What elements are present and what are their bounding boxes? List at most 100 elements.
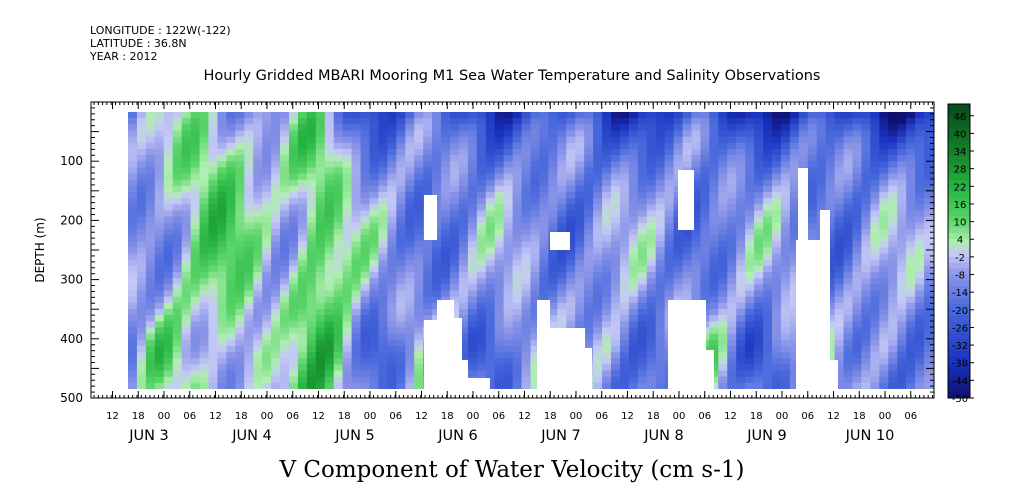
heatmap-cell — [467, 210, 478, 218]
heatmap-cell — [521, 265, 532, 273]
heatmap-cell — [664, 210, 675, 218]
heatmap-cell — [503, 284, 514, 292]
heatmap-cell — [333, 179, 344, 187]
heatmap-cell — [566, 284, 576, 292]
heatmap-cell — [351, 339, 362, 347]
heatmap-cell — [718, 253, 728, 261]
heatmap-cell — [745, 376, 755, 384]
colorbar-bin — [948, 268, 970, 276]
heatmap-cell — [879, 265, 889, 273]
heatmap-cell — [387, 216, 397, 224]
heatmap-cell — [736, 321, 746, 329]
heatmap-cell — [709, 290, 719, 298]
x-axis-label: V Component of Water Velocity (cm s-1) — [279, 457, 745, 483]
heatmap-cell — [906, 118, 916, 125]
heatmap-cell — [906, 161, 916, 168]
heatmap-cell — [235, 382, 245, 390]
heatmap-cell — [163, 364, 174, 372]
colorbar-bin — [948, 303, 970, 311]
colorbar-bin — [948, 115, 970, 123]
heatmap-cell — [441, 173, 451, 181]
heatmap-cell — [870, 278, 880, 285]
heatmap-cell — [664, 198, 675, 205]
heatmap-cell — [673, 112, 684, 119]
heatmap-cell — [154, 370, 165, 378]
heatmap-cell — [834, 118, 845, 125]
heatmap-cell — [548, 148, 558, 156]
heatmap-cell — [906, 216, 916, 224]
heatmap-cell — [798, 155, 809, 162]
heatmap-cell — [816, 124, 827, 132]
heatmap-cell — [780, 198, 791, 205]
heatmap-cell — [602, 241, 612, 249]
heatmap-cell — [754, 167, 764, 175]
heatmap-cell — [423, 278, 433, 285]
heatmap-cell — [441, 265, 451, 273]
heatmap-cell — [512, 352, 523, 359]
heatmap-cell — [441, 161, 451, 168]
heatmap-cell — [870, 302, 880, 310]
heatmap-cell — [324, 210, 335, 218]
heatmap-cell — [387, 192, 397, 199]
heatmap-cell — [405, 192, 415, 199]
heatmap-cell — [530, 210, 541, 218]
heatmap-cell — [450, 284, 460, 292]
heatmap-cell — [566, 235, 576, 242]
heatmap-cell — [128, 136, 138, 144]
heatmap-cell — [727, 198, 737, 205]
heatmap-cell — [888, 185, 898, 193]
heatmap-cell — [235, 179, 245, 187]
heatmap-cell — [441, 179, 451, 187]
hour-tick-label: 18 — [853, 411, 866, 422]
heatmap-cell — [235, 308, 245, 316]
date-label: JUN 4 — [231, 428, 272, 444]
heatmap-cell — [458, 315, 469, 322]
heatmap-cell — [861, 124, 871, 132]
heatmap-cell — [163, 358, 174, 365]
heatmap-cell — [441, 235, 451, 242]
heatmap-cell — [244, 167, 254, 175]
heatmap-cell — [262, 253, 272, 261]
hour-tick-label: 18 — [750, 411, 763, 422]
heatmap-cell — [575, 290, 585, 298]
heatmap-cell — [324, 327, 335, 335]
heatmap-cell — [906, 382, 916, 390]
heatmap-cell — [763, 155, 773, 162]
heatmap-cell — [387, 296, 397, 304]
heatmap-cell — [244, 265, 254, 273]
heatmap-cell — [646, 142, 657, 150]
heatmap-cell — [163, 315, 174, 322]
heatmap-cell — [682, 118, 693, 125]
heatmap-cell — [772, 192, 782, 199]
heatmap-cell — [602, 345, 612, 353]
heatmap-cell — [199, 167, 210, 175]
heatmap-cell — [888, 278, 898, 285]
heatmap-cell — [861, 333, 871, 341]
heatmap-cell — [619, 161, 630, 168]
heatmap-cell — [145, 259, 156, 267]
heatmap-cell — [244, 278, 254, 285]
heatmap-cell — [611, 216, 621, 224]
heatmap-cell — [763, 173, 773, 181]
heatmap-cell — [396, 118, 406, 125]
heatmap-cell — [369, 216, 380, 224]
heatmap-cell — [727, 376, 737, 384]
heatmap-cell — [727, 296, 737, 304]
heatmap-cell — [432, 296, 442, 304]
heatmap-cell — [655, 210, 666, 218]
heatmap-cell — [306, 247, 317, 255]
heatmap-cell — [870, 272, 880, 279]
heatmap-cell — [637, 296, 648, 304]
heatmap-cell — [897, 136, 907, 144]
heatmap-cell — [369, 118, 380, 125]
heatmap-cell — [387, 370, 397, 378]
heatmap-cell — [879, 376, 889, 384]
heatmap-cell — [575, 118, 585, 125]
heatmap-cell — [924, 161, 934, 168]
heatmap-cell — [414, 148, 424, 156]
heatmap-cell — [861, 136, 871, 144]
heatmap-cell — [754, 321, 764, 329]
heatmap-cell — [136, 364, 147, 372]
heatmap-cell — [485, 192, 496, 199]
heatmap-cell — [360, 222, 371, 230]
